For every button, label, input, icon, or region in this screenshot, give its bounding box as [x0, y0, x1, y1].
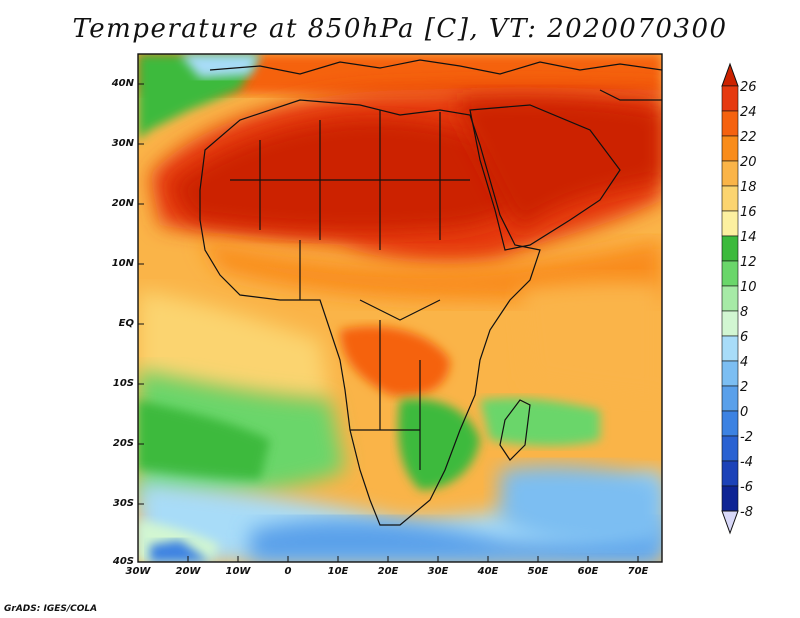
colorbar-label-14: 14: [740, 230, 757, 245]
colorbar-segment: [721, 385, 739, 412]
colorbar-label-18: 18: [740, 180, 757, 195]
colorbar-segment: [721, 85, 739, 112]
lat-label-30s: 30S: [112, 498, 134, 509]
colorbar-segment: [721, 285, 739, 312]
colorbar-segment: [721, 335, 739, 362]
colorbar-label-16: 16: [740, 205, 757, 220]
colorbar-segment: [721, 310, 739, 337]
lat-label-40n: 40N: [111, 78, 134, 89]
colorbar-label-20: 20: [740, 155, 757, 170]
lon-label-40e: 40E: [477, 566, 499, 577]
lat-label-10s: 10S: [112, 378, 134, 389]
colorbar-bottom-arrow: [721, 510, 739, 535]
lon-label-20e: 20E: [377, 566, 399, 577]
coastline: [199, 59, 662, 526]
lon-label-30w: 30W: [125, 566, 151, 577]
colorbar-label-4: 4: [740, 355, 749, 370]
lon-label-30e: 30E: [427, 566, 449, 577]
colorbar-label-26: 26: [740, 80, 757, 95]
map-frame: [137, 53, 663, 563]
colorbar-label-0: 0: [740, 405, 749, 420]
lon-label-50e: 50E: [527, 566, 549, 577]
colorbar-segment: [721, 360, 739, 387]
lat-label-40s: 40S: [112, 556, 134, 567]
colorbar-segment: [721, 260, 739, 287]
colorbar-label-10: 10: [740, 280, 757, 295]
lon-label-60e: 60E: [577, 566, 599, 577]
colorbar: [721, 62, 739, 535]
colorbar-segment: [721, 485, 739, 512]
temperature-field: [138, 54, 662, 562]
colorbar-label-neg2: -2: [740, 430, 753, 445]
colorbar-segment: [721, 185, 739, 212]
lon-label-10w: 10W: [225, 566, 251, 577]
lat-label-20s: 20S: [112, 438, 134, 449]
colorbar-label-6: 6: [740, 330, 749, 345]
colorbar-segment: [721, 135, 739, 162]
colorbar-top-arrow: [721, 62, 739, 87]
colorbar-segment: [721, 160, 739, 187]
colorbar-label-2: 2: [740, 380, 749, 395]
colorbar-label-neg6: -6: [740, 480, 753, 495]
colorbar-segment: [721, 460, 739, 487]
colorbar-segment: [721, 410, 739, 437]
map-title: Temperature at 850hPa [C], VT: 202007030…: [72, 14, 728, 44]
colorbar-label-neg8: -8: [740, 505, 753, 520]
lat-label-30n: 30N: [111, 138, 134, 149]
lat-label-20n: 20N: [111, 198, 134, 209]
credit-text: GrADS: IGES/COLA: [4, 604, 98, 614]
colorbar-label-24: 24: [740, 105, 757, 120]
lat-label-10n: 10N: [111, 258, 134, 269]
colorbar-label-22: 22: [740, 130, 757, 145]
colorbar-segment: [721, 235, 739, 262]
lon-label-0: 0: [284, 566, 292, 577]
lat-label-eq: EQ: [118, 318, 134, 329]
lon-label-20w: 20W: [175, 566, 201, 577]
lon-label-10e: 10E: [327, 566, 349, 577]
colorbar-label-neg4: -4: [740, 455, 753, 470]
colorbar-segment: [721, 435, 739, 462]
colorbar-segment: [721, 110, 739, 137]
colorbar-label-12: 12: [740, 255, 757, 270]
axis-ticks: [138, 83, 639, 562]
lon-label-70e: 70E: [627, 566, 649, 577]
colorbar-segment: [721, 210, 739, 237]
colorbar-label-8: 8: [740, 305, 749, 320]
